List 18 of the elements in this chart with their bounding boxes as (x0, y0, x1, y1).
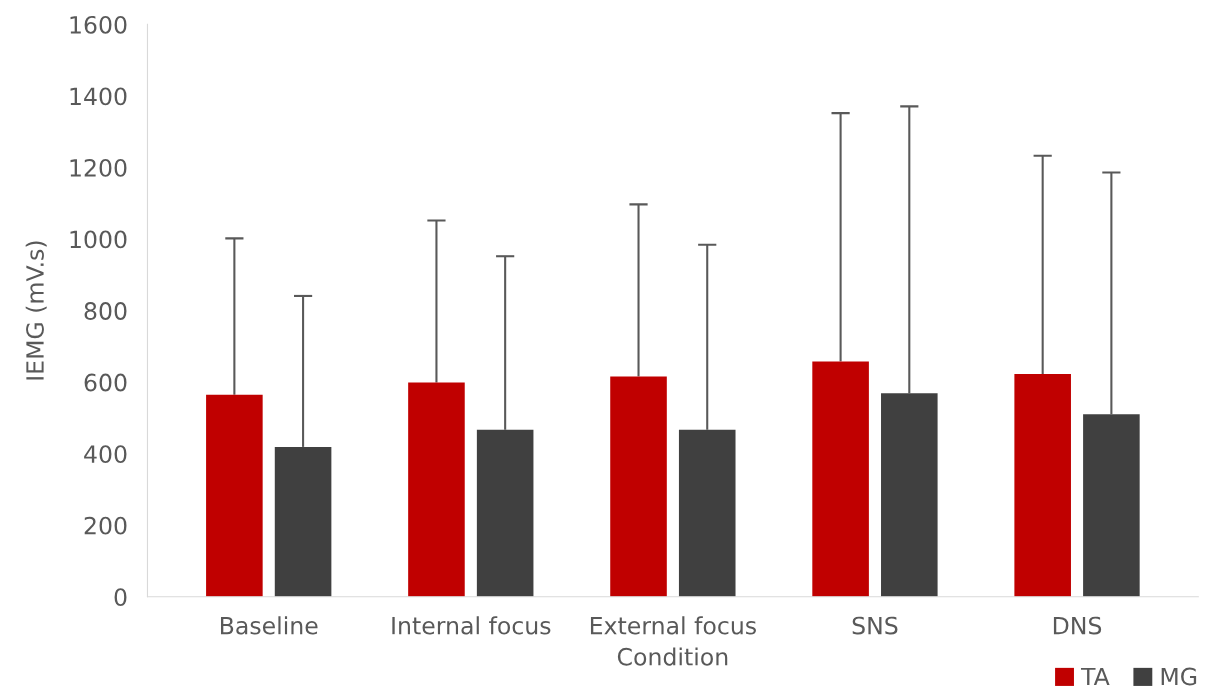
legend-label: MG (1161, 667, 1197, 686)
y-axis-title: IEMG (mV.s) (25, 241, 47, 380)
x-tick-label: DNS (1053, 616, 1102, 635)
y-tick-label: 0 (114, 588, 127, 607)
y-tick-label: 1200 (70, 158, 127, 177)
x-tick-label: Baseline (220, 616, 318, 635)
y-tick-label: 400 (84, 445, 127, 464)
y-tick-label: 1000 (70, 230, 127, 249)
y-tick-label: 800 (84, 302, 127, 320)
x-tick-label: Internal focus (392, 616, 551, 635)
x-axis-title: Condition (617, 647, 728, 666)
legend-label: TA (1080, 667, 1110, 686)
y-tick-label: 1400 (70, 87, 127, 106)
y-tick-label: 600 (84, 373, 127, 392)
y-tick-label: 1600 (70, 15, 127, 34)
x-tick-label: SNS (852, 616, 898, 635)
y-tick-label: 200 (84, 516, 127, 535)
x-tick-label: External focus (590, 616, 756, 635)
